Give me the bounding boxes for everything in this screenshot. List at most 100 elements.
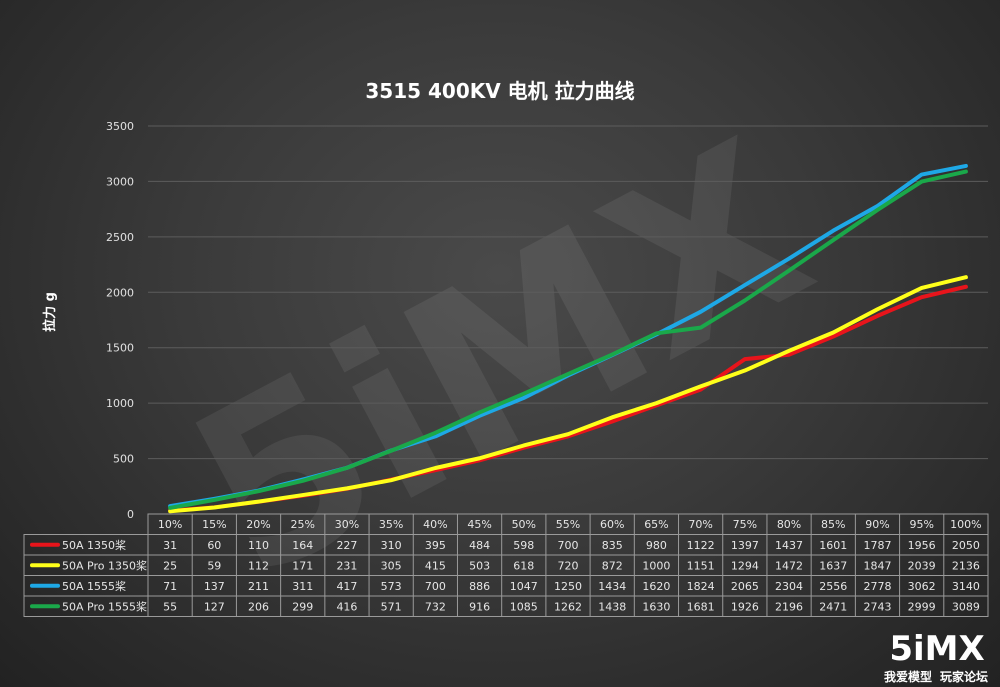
table-cell: 1397 bbox=[731, 539, 759, 552]
table-cell: 916 bbox=[469, 601, 490, 614]
series-line-4 bbox=[168, 169, 968, 510]
x-tick-label: 90% bbox=[865, 518, 889, 531]
table-cell: 732 bbox=[425, 601, 446, 614]
x-tick-label: 45% bbox=[467, 518, 491, 531]
table-cell: 1472 bbox=[775, 560, 803, 573]
table-cell: 137 bbox=[204, 580, 225, 593]
table-cell: 1250 bbox=[554, 580, 582, 593]
table-cell: 211 bbox=[248, 580, 269, 593]
table-cell: 305 bbox=[381, 560, 402, 573]
table-cell: 1824 bbox=[687, 580, 715, 593]
legend-label: 50A Pro 1555桨 bbox=[62, 600, 147, 614]
logo-sub-left: 我爱模型 bbox=[884, 669, 932, 684]
table-cell: 1434 bbox=[598, 580, 626, 593]
logo-main: 5iMX bbox=[889, 629, 984, 669]
table-cell: 503 bbox=[469, 560, 490, 573]
table-cell: 484 bbox=[469, 539, 490, 552]
table-cell: 415 bbox=[425, 560, 446, 573]
table-cell: 1000 bbox=[642, 560, 670, 573]
table-cell: 835 bbox=[602, 539, 623, 552]
series-lines bbox=[168, 163, 968, 514]
table-cell: 3140 bbox=[952, 580, 980, 593]
table-cell: 2136 bbox=[952, 560, 980, 573]
table-cell: 25 bbox=[163, 560, 177, 573]
table-cell: 60 bbox=[207, 539, 221, 552]
site-logo: 5iMX 我爱模型 玩家论坛 bbox=[884, 629, 988, 684]
table-cell: 310 bbox=[381, 539, 402, 552]
x-tick-label: 100% bbox=[950, 518, 981, 531]
chart-title: 3515 400KV 电机 拉力曲线 bbox=[365, 79, 634, 103]
y-axis-label: 拉力 g bbox=[42, 292, 58, 332]
table-cell: 1047 bbox=[510, 580, 538, 593]
table-cell: 231 bbox=[336, 560, 357, 573]
table-cell: 1151 bbox=[687, 560, 715, 573]
x-tick-label: 40% bbox=[423, 518, 447, 531]
table-cell: 1122 bbox=[687, 539, 715, 552]
table-cell: 2999 bbox=[908, 601, 936, 614]
table-cell: 1630 bbox=[642, 601, 670, 614]
table-cell: 1438 bbox=[598, 601, 626, 614]
table-cell: 872 bbox=[602, 560, 623, 573]
table-cell: 598 bbox=[513, 539, 534, 552]
data-table: 10% 15% 20% 25% 30% 35% 40% 45% 50% 55% 60% 65% 70% 7… bbox=[23, 513, 989, 617]
x-tick-label: 60% bbox=[600, 518, 624, 531]
table-cell: 700 bbox=[558, 539, 579, 552]
table-cell: 31 bbox=[163, 539, 177, 552]
x-tick-label: 85% bbox=[821, 518, 845, 531]
table-cell: 3089 bbox=[952, 601, 980, 614]
y-tick-label: 1000 bbox=[106, 397, 134, 410]
y-tick-label: 0 bbox=[127, 508, 134, 521]
table-cell: 416 bbox=[336, 601, 357, 614]
table-cell: 206 bbox=[248, 601, 269, 614]
table-cell: 71 bbox=[163, 580, 177, 593]
table-cell: 395 bbox=[425, 539, 446, 552]
series-line-2 bbox=[168, 275, 968, 514]
table-cell: 1787 bbox=[863, 539, 891, 552]
x-tick-label: 15% bbox=[202, 518, 226, 531]
x-tick-label: 55% bbox=[556, 518, 580, 531]
table-cell: 980 bbox=[646, 539, 667, 552]
legend-label: 50A 1350桨 bbox=[62, 538, 126, 552]
x-tick-label: 70% bbox=[688, 518, 712, 531]
table-cell: 110 bbox=[248, 539, 269, 552]
table-cell: 1601 bbox=[819, 539, 847, 552]
table-cell: 59 bbox=[207, 560, 221, 573]
x-tick-label: 20% bbox=[246, 518, 270, 531]
x-tick-label: 80% bbox=[777, 518, 801, 531]
table-cell: 1437 bbox=[775, 539, 803, 552]
y-tick-label: 2500 bbox=[106, 231, 134, 244]
table-cell: 164 bbox=[292, 539, 313, 552]
table-cell: 720 bbox=[558, 560, 579, 573]
table-cell: 3062 bbox=[908, 580, 936, 593]
table-cell: 1294 bbox=[731, 560, 759, 573]
table-cell: 2304 bbox=[775, 580, 803, 593]
table-cell: 571 bbox=[381, 601, 402, 614]
table-cell: 2778 bbox=[863, 580, 891, 593]
table-cell: 2743 bbox=[863, 601, 891, 614]
table-cell: 573 bbox=[381, 580, 402, 593]
table-cell: 1847 bbox=[863, 560, 891, 573]
y-axis-ticks: 0 500 1000 1500 2000 2500 3000 3500 bbox=[106, 120, 134, 521]
x-tick-label: 35% bbox=[379, 518, 403, 531]
y-tick-label: 3500 bbox=[106, 120, 134, 133]
table-cell: 618 bbox=[513, 560, 534, 573]
x-tick-label: 50% bbox=[512, 518, 536, 531]
x-tick-label: 65% bbox=[644, 518, 668, 531]
table-cell: 1620 bbox=[642, 580, 670, 593]
y-tick-label: 2000 bbox=[106, 286, 134, 299]
x-tick-label: 30% bbox=[335, 518, 359, 531]
table-cell: 299 bbox=[292, 601, 313, 614]
table-cell: 171 bbox=[292, 560, 313, 573]
table-cell: 311 bbox=[292, 580, 313, 593]
table-cell: 2050 bbox=[952, 539, 980, 552]
table-cell: 112 bbox=[248, 560, 269, 573]
x-tick-label: 25% bbox=[291, 518, 315, 531]
table-cell: 886 bbox=[469, 580, 490, 593]
table-cell: 1956 bbox=[908, 539, 936, 552]
legend-label: 50A Pro 1350桨 bbox=[62, 559, 147, 573]
table-cell: 417 bbox=[336, 580, 357, 593]
table-cell: 1637 bbox=[819, 560, 847, 573]
table-cell: 2471 bbox=[819, 601, 847, 614]
y-tick-label: 500 bbox=[113, 453, 134, 466]
table-cell: 700 bbox=[425, 580, 446, 593]
